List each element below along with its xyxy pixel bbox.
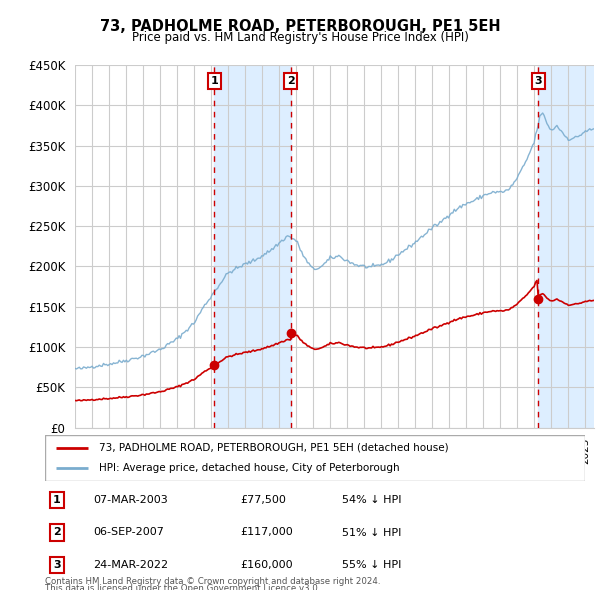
- Text: 2: 2: [287, 76, 295, 86]
- Text: 3: 3: [53, 560, 61, 570]
- Text: Price paid vs. HM Land Registry's House Price Index (HPI): Price paid vs. HM Land Registry's House …: [131, 31, 469, 44]
- Text: 1: 1: [53, 495, 61, 505]
- Text: HPI: Average price, detached house, City of Peterborough: HPI: Average price, detached house, City…: [99, 463, 400, 473]
- Text: 54% ↓ HPI: 54% ↓ HPI: [342, 495, 401, 505]
- Text: £77,500: £77,500: [240, 495, 286, 505]
- Text: 55% ↓ HPI: 55% ↓ HPI: [342, 560, 401, 570]
- Text: £117,000: £117,000: [240, 527, 293, 537]
- Text: 07-MAR-2003: 07-MAR-2003: [93, 495, 168, 505]
- FancyBboxPatch shape: [45, 435, 585, 481]
- Text: 2: 2: [53, 527, 61, 537]
- Bar: [538, 65, 594, 428]
- Text: £160,000: £160,000: [240, 560, 293, 570]
- Text: 73, PADHOLME ROAD, PETERBOROUGH, PE1 5EH: 73, PADHOLME ROAD, PETERBOROUGH, PE1 5EH: [100, 19, 500, 34]
- Text: 06-SEP-2007: 06-SEP-2007: [93, 527, 164, 537]
- Text: This data is licensed under the Open Government Licence v3.0.: This data is licensed under the Open Gov…: [45, 584, 320, 590]
- Text: 73, PADHOLME ROAD, PETERBOROUGH, PE1 5EH (detached house): 73, PADHOLME ROAD, PETERBOROUGH, PE1 5EH…: [99, 442, 449, 453]
- Text: 51% ↓ HPI: 51% ↓ HPI: [342, 527, 401, 537]
- Bar: [214, 65, 290, 428]
- Text: 24-MAR-2022: 24-MAR-2022: [93, 560, 168, 570]
- Text: Contains HM Land Registry data © Crown copyright and database right 2024.: Contains HM Land Registry data © Crown c…: [45, 577, 380, 586]
- Text: 1: 1: [211, 76, 218, 86]
- Text: 3: 3: [535, 76, 542, 86]
